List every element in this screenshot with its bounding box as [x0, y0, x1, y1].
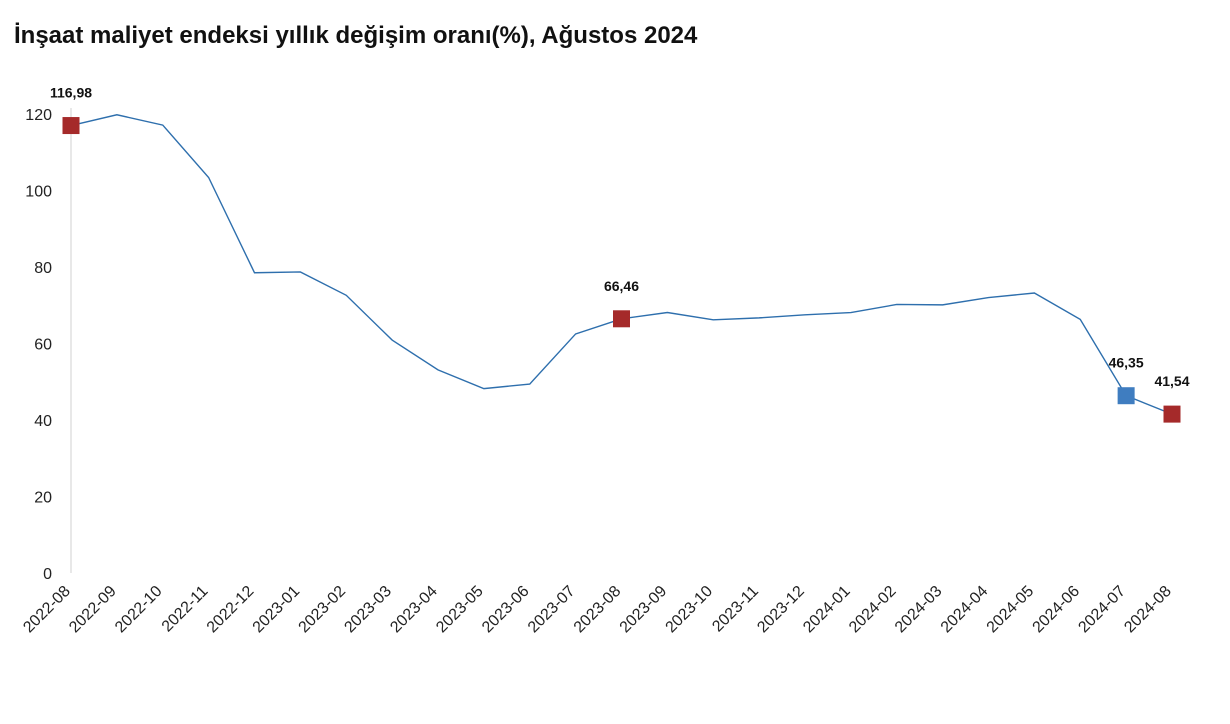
- x-tick-label: 2024-03: [892, 583, 946, 637]
- highlight-marker: [613, 310, 630, 328]
- y-tick-label: 60: [34, 337, 52, 354]
- x-tick-label: 2024-07: [1075, 583, 1129, 637]
- highlight-marker: [62, 117, 80, 135]
- x-tick-label: 2022-12: [204, 583, 258, 637]
- x-tick-label: 2024-01: [800, 583, 854, 637]
- x-tick-label: 2023-10: [663, 583, 717, 637]
- x-tick-label: 2024-04: [938, 583, 992, 637]
- x-tick-label: 2024-06: [1030, 583, 1084, 637]
- x-tick-label: 2022-10: [112, 583, 166, 637]
- series-group: [70, 114, 1173, 415]
- y-tick-label: 20: [34, 490, 52, 507]
- markers-group: [62, 117, 1181, 423]
- x-tick-label: 2023-05: [433, 583, 487, 637]
- x-tick-label: 2022-09: [66, 583, 120, 637]
- x-tick-label: 2023-07: [525, 583, 579, 637]
- highlight-marker: [1163, 405, 1181, 423]
- y-tick-label: 80: [34, 260, 52, 277]
- x-tick-label: 2022-11: [159, 583, 212, 636]
- x-tick-label: 2023-04: [387, 583, 441, 637]
- x-tick-label: 2023-02: [296, 583, 350, 637]
- x-tick-label: 2022-08: [20, 583, 74, 637]
- x-tick-label: 2023-01: [250, 583, 304, 637]
- x-tick-label: 2023-11: [709, 583, 762, 636]
- x-tick-label: 2023-03: [341, 583, 395, 637]
- y-tick-label: 100: [25, 184, 52, 201]
- data-label: 116,98: [50, 85, 92, 101]
- x-tick-label: 2023-06: [479, 583, 533, 637]
- x-axis-ticks: 2022-082022-092022-102022-112022-122023-…: [20, 583, 1175, 637]
- data-label: 46,35: [1109, 355, 1144, 371]
- x-tick-label: 2023-09: [617, 583, 671, 637]
- x-tick-label: 2023-12: [754, 583, 808, 637]
- chart-title: İnşaat maliyet endeksi yıllık değişim or…: [14, 22, 698, 49]
- y-tick-label: 120: [25, 107, 52, 124]
- x-tick-label: 2023-08: [571, 583, 625, 637]
- x-tick-label: 2024-05: [984, 583, 1038, 637]
- data-label: 66,46: [604, 278, 639, 294]
- y-tick-label: 40: [34, 413, 52, 430]
- series-line: [70, 114, 1173, 415]
- data-label: 41,54: [1154, 373, 1189, 389]
- y-axis-ticks: 0 20 40 60 80 100 120: [25, 107, 52, 583]
- data-labels-group: 116,98 66,46 46,35 41,54: [50, 85, 1190, 390]
- x-tick-label: 2024-02: [846, 583, 900, 637]
- highlight-marker: [1117, 387, 1135, 405]
- y-tick-label: 0: [43, 566, 52, 583]
- x-tick-label: 2024-08: [1121, 583, 1175, 637]
